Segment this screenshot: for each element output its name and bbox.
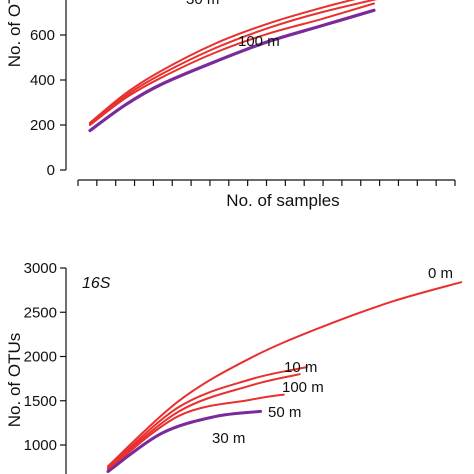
panel-18s: 0 200 400 600 No. of samples No. of OTUs 100 m… (5, 0, 456, 210)
series-line-top-3 (88, 8, 376, 133)
series-line-bottom-1 (107, 366, 308, 469)
x-axis-title-top: No. of samples (226, 191, 339, 210)
y-tick-label-top: 600 (30, 27, 55, 44)
y-tick-label-bottom: 2000 (24, 349, 57, 366)
y-tick-label-bottom: 2500 (24, 304, 57, 321)
y-tick-label-bottom: 3000 (24, 260, 57, 277)
series-line-bottom-3 (107, 393, 285, 471)
y-tick-label-top: 400 (30, 72, 55, 89)
series-line-top-2 (89, 2, 375, 126)
panel-16s: 1000 1500 2000 2500 3000 No. of OTUs 16S 0 m 10 … (5, 260, 463, 474)
panel-title-16s: 16S (82, 275, 111, 292)
series-line-bottom-0 (107, 281, 463, 468)
y-axis-title-bottom: No. of OTUs (5, 333, 24, 427)
series-label-top-100m: 100 m (238, 33, 280, 50)
series-label-bottom-0: 0 m (428, 265, 453, 282)
y-tick-label-top: 200 (30, 117, 55, 134)
series-line-top-1 (89, 0, 378, 125)
series-line-top-0 (89, 0, 356, 124)
series-line-bottom-2 (107, 373, 301, 470)
series-label-bottom-1: 10 m (284, 359, 317, 376)
y-tick-label-top: 0 (47, 162, 55, 179)
y-tick-label-bottom: 1500 (24, 393, 57, 410)
series-label-top-30m: 30 m (186, 0, 219, 8)
y-tick-label-bottom: 1000 (24, 437, 57, 454)
series-line-bottom-4 (106, 409, 263, 473)
series-label-bottom-2: 100 m (282, 379, 324, 396)
series-label-bottom-3: 50 m (268, 404, 301, 421)
y-axis-title-top: No. of OTUs (5, 0, 24, 67)
series-label-bottom-4: 30 m (212, 430, 245, 447)
